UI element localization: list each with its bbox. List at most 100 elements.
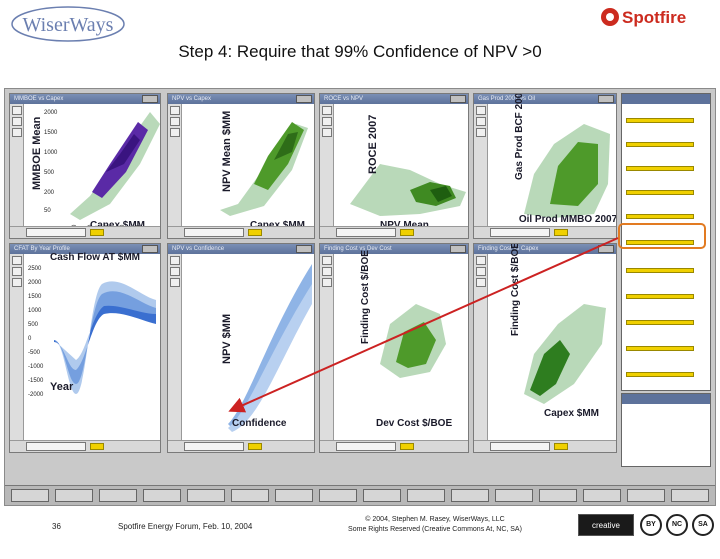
plot-panel-npv-vs-capex[interactable]: NPV vs Capex NPV Mean $MM Capex $MM	[167, 93, 315, 239]
axis-selector[interactable]	[184, 228, 244, 237]
range-slider[interactable]	[626, 118, 694, 123]
scatter-plot-roce-npv[interactable]: ROCE 2007 NPV Mean	[320, 94, 469, 239]
taskbar-tab[interactable]	[583, 489, 621, 502]
taskbar-tab[interactable]	[451, 489, 489, 502]
svg-text:500: 500	[28, 322, 39, 328]
legend-panel	[621, 393, 711, 467]
query-devices-title	[622, 94, 710, 104]
y-axis-label: Finding Cost $/BOE	[360, 250, 371, 344]
svg-text:50: 50	[44, 208, 51, 214]
x-axis-label: NPV Mean	[380, 220, 429, 231]
axis-selector[interactable]	[336, 442, 396, 451]
svg-text:-500: -500	[28, 350, 41, 356]
range-slider[interactable]	[626, 320, 694, 325]
minimize-icon[interactable]	[296, 95, 312, 103]
svg-text:2500: 2500	[28, 266, 42, 272]
range-slider[interactable]	[626, 346, 694, 351]
range-slider[interactable]	[626, 294, 694, 299]
area-chart-npv-confidence[interactable]: NPV $MM Confidence	[168, 244, 315, 453]
plot-panel-finding-capex[interactable]: Finding Cost vs Capex Finding Cost $/BOE…	[473, 243, 617, 453]
range-slider[interactable]	[626, 142, 694, 147]
query-devices-panel[interactable]	[621, 93, 711, 391]
taskbar-tab[interactable]	[99, 489, 137, 502]
axis-selector[interactable]	[336, 228, 396, 237]
taskbar-tab[interactable]	[627, 489, 665, 502]
taskbar-tab[interactable]	[407, 489, 445, 502]
minimize-icon[interactable]	[142, 95, 158, 103]
annotation-arrows	[228, 237, 619, 413]
taskbar-tab[interactable]	[363, 489, 401, 502]
svg-text:200: 200	[44, 190, 55, 196]
plot-panel-finding-dev[interactable]: Finding Cost vs Dev Cost Finding Cost $/…	[319, 243, 469, 453]
svg-text:0: 0	[28, 336, 32, 342]
axis-selector[interactable]	[490, 442, 550, 451]
copyright-line-1: © 2004, Stephen M. Rasey, WiserWays, LLC	[365, 516, 505, 523]
wiserways-logo: WiserWays	[11, 6, 125, 42]
plot-panel-gas-vs-oil[interactable]: Gas Prod 2007 vs Oil Gas Prod BCF 2007 O…	[473, 93, 617, 239]
minimize-icon[interactable]	[598, 245, 614, 253]
y-axis-label: MMBOE Mean	[31, 116, 43, 190]
svg-text:-1500: -1500	[28, 378, 44, 384]
plot-panel-cash-flow[interactable]: CFAT By Year Profile 2500 2000 1500 1000 500…	[9, 243, 161, 453]
confidence-threshold-slider[interactable]	[626, 240, 694, 245]
slide-title: Step 4: Require that 99% Confidence of N…	[178, 42, 542, 61]
minimize-icon[interactable]	[450, 95, 466, 103]
y-axis-label: Cash Flow AT $MM	[50, 252, 140, 263]
event-name: Spotfire Energy Forum, Feb. 10, 2004	[118, 522, 253, 531]
x-axis-label: Capex $MM	[250, 220, 305, 231]
svg-text:-2000: -2000	[28, 392, 44, 398]
range-slider[interactable]	[626, 372, 694, 377]
fan-chart-cash-flow[interactable]: 25002000150010005000-500-1000-1500-2000 …	[10, 244, 161, 453]
minimize-icon[interactable]	[450, 245, 466, 253]
confidence-slider-highlight	[618, 223, 706, 249]
minimize-icon[interactable]	[598, 95, 614, 103]
taskbar-tab[interactable]	[671, 489, 709, 502]
axis-selector[interactable]	[184, 442, 244, 451]
taskbar-tab[interactable]	[539, 489, 577, 502]
taskbar-tab[interactable]	[231, 489, 269, 502]
taskbar-tab[interactable]	[495, 489, 533, 502]
minimize-icon[interactable]	[142, 245, 158, 253]
taskbar-tab[interactable]	[55, 489, 93, 502]
wiserways-logo-text: WiserWays	[23, 14, 114, 36]
y-axis-label: Finding Cost $/BOE	[510, 244, 521, 336]
page-number: 36	[52, 522, 61, 531]
svg-text:1000: 1000	[28, 308, 42, 314]
taskbar-tab[interactable]	[143, 489, 181, 502]
window-taskbar	[5, 485, 715, 505]
taskbar-tab[interactable]	[319, 489, 357, 502]
scatter-plot-gas-oil[interactable]: Gas Prod BCF 2007 Oil Prod MMBO 2007	[474, 94, 617, 239]
svg-text:1500: 1500	[28, 294, 42, 300]
x-axis-label: Oil Prod MMBO 2007	[519, 214, 617, 225]
plot-panel-roce-vs-npv[interactable]: ROCE vs NPV ROCE 2007 NPV Mean	[319, 93, 469, 239]
axis-selector[interactable]	[490, 228, 550, 237]
cc-nc-icon: NC	[666, 514, 688, 536]
y-axis-label: NPV $MM	[221, 314, 233, 364]
range-slider[interactable]	[626, 166, 694, 171]
range-slider[interactable]	[626, 268, 694, 273]
svg-text:2000: 2000	[28, 280, 42, 286]
scatter-plot-npv-capex[interactable]: NPV Mean $MM Capex $MM	[168, 94, 315, 239]
scatter-plot-finding-capex[interactable]: Finding Cost $/BOE Capex $MM	[474, 244, 617, 453]
y-axis-label: Gas Prod BCF 2007	[514, 94, 525, 180]
svg-text:1500: 1500	[44, 130, 58, 136]
svg-text:500: 500	[44, 170, 55, 176]
minimize-icon[interactable]	[296, 245, 312, 253]
axis-selector[interactable]	[26, 442, 86, 451]
taskbar-tab[interactable]	[11, 489, 49, 502]
y-axis-label: NPV Mean $MM	[221, 111, 233, 192]
taskbar-tab[interactable]	[187, 489, 225, 502]
x-axis-label: Capex $MM	[90, 220, 145, 231]
plot-panel-npv-confidence[interactable]: NPV vs Confidence NPV $MM Confidence	[167, 243, 315, 453]
range-slider[interactable]	[626, 214, 694, 219]
svg-text:1000: 1000	[44, 150, 58, 156]
svg-text:-1000: -1000	[28, 364, 44, 370]
axis-selector[interactable]	[26, 228, 86, 237]
taskbar-tab[interactable]	[275, 489, 313, 502]
cc-sa-icon: SA	[692, 514, 714, 536]
svg-text:2000: 2000	[44, 110, 58, 116]
creative-commons-logo: creative commons	[578, 514, 634, 552]
range-slider[interactable]	[626, 190, 694, 195]
